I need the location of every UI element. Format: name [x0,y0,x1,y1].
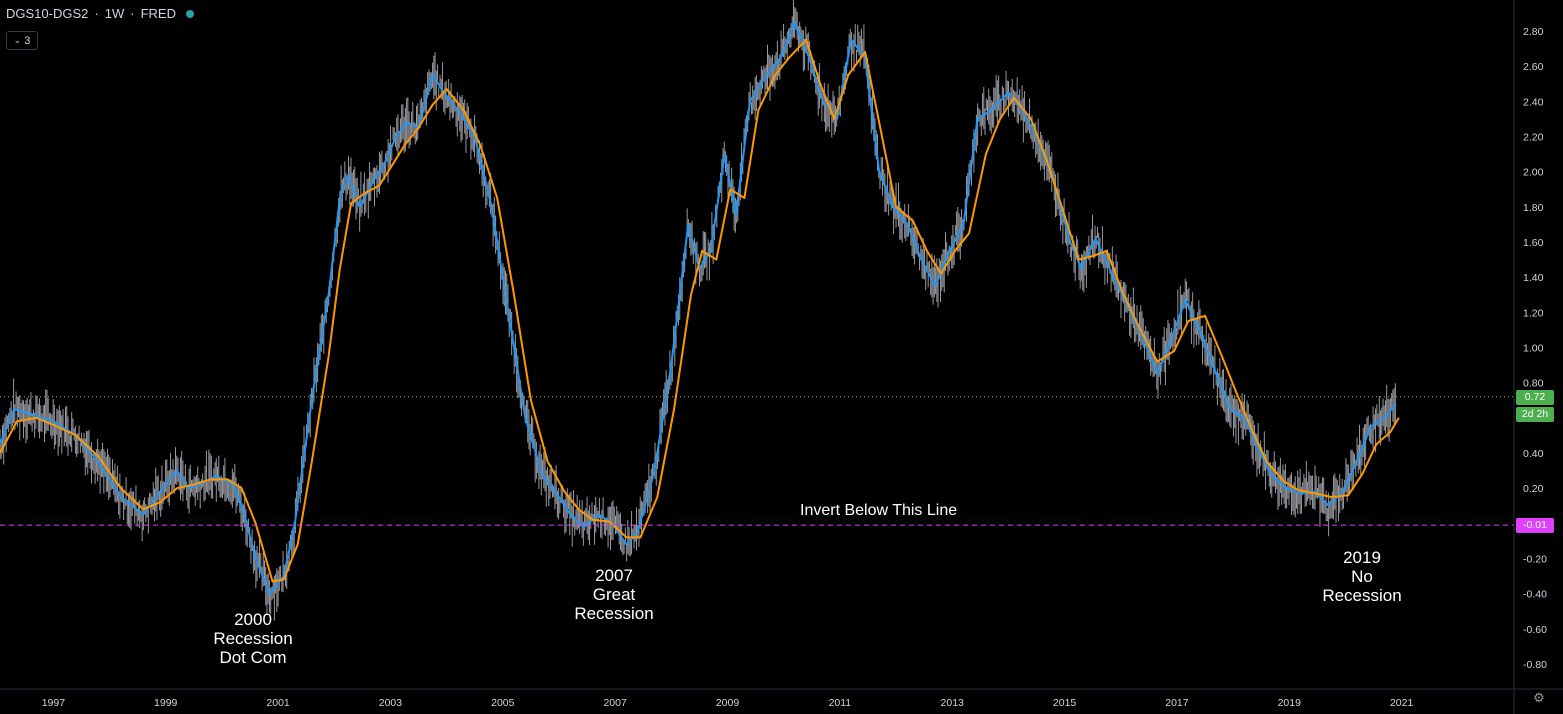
y-tick-label: 2.60 [1523,61,1544,73]
y-tick-label: 2.40 [1523,96,1544,108]
market-status-icon [185,9,194,18]
x-tick-label: 2005 [491,697,515,709]
y-tick-label: 1.20 [1523,307,1544,319]
source-label: FRED [140,6,176,21]
slow-ma-line [0,38,1400,583]
annotation-line: Dot Com [219,648,287,667]
annotation-line: 2007 [595,566,633,585]
y-tick-label: 1.00 [1523,343,1544,355]
x-tick-label: 1999 [154,697,178,709]
x-tick-label: 2003 [379,697,403,709]
invert-line-label: Invert Below This Line [800,502,958,519]
gear-icon[interactable]: ⚙ [1533,690,1545,705]
annotation-line: Recession [213,629,293,648]
annotation-line: Recession [574,604,654,623]
y-axis[interactable]: 2.80 2.60 2.40 2.20 2.00 1.80 1.60 1.40 1.20 1.00… [1523,26,1547,671]
indicator-count: 3 [24,34,31,47]
y-tick-label: 0.40 [1523,448,1544,460]
x-tick-label: 1997 [42,697,66,709]
countdown-tag: 2d 2h [1516,407,1554,422]
x-tick-label: 2021 [1390,697,1414,709]
symbol-name[interactable]: DGS10-DGS2 [6,6,89,21]
y-tick-label: 2.80 [1523,26,1544,38]
annotation-line: 2000 [234,610,272,629]
y-tick-label: -0.60 [1523,624,1547,636]
last-value-tag: 0.72 [1516,390,1554,405]
y-tick-label: 2.00 [1523,167,1544,179]
y-tick-label: 2.20 [1523,132,1544,144]
annotation-line: Recession [1322,586,1402,605]
y-tick-label: 0.80 [1523,378,1544,390]
x-tick-label: 2009 [716,697,740,709]
x-tick-label: 2019 [1278,697,1302,709]
annotation-line: No [1351,567,1373,586]
separator-dot: · [94,6,99,21]
x-axis[interactable]: 1997 1999 2001 2003 2005 2007 2009 2011 2013 2015… [42,697,1414,709]
x-tick-label: 2015 [1053,697,1077,709]
chevron-down-icon: ⌄ [13,35,22,45]
fast-ma-line [0,21,1397,595]
annotation-2007: 2007 Great Recession [566,566,662,623]
annotation-line: 2019 [1343,548,1381,567]
invert-value-tag: -0.01 [1516,518,1554,533]
indicators-toggle-button[interactable]: ⌄ 3 [6,31,38,50]
interval-label[interactable]: 1W [104,6,125,21]
x-tick-label: 2007 [603,697,627,709]
y-tick-label: 1.40 [1523,272,1544,284]
reference-lines [0,396,1514,526]
x-tick-label: 2013 [941,697,965,709]
chart-header[interactable]: DGS10-DGS2 · 1W · FRED [6,6,194,21]
annotation-line: Great [592,585,636,604]
x-tick-label: 2017 [1165,697,1189,709]
x-tick-label: 2011 [829,697,852,709]
y-tick-label: 0.20 [1523,483,1544,495]
annotation-2019: 2019 No Recession [1314,548,1410,605]
separator-dot: · [130,6,135,21]
annotation-2000: 2000 Recession Dot Com [205,610,301,667]
y-tick-label: 1.80 [1523,202,1544,214]
series-lines [0,21,1400,595]
y-tick-label: -0.40 [1523,589,1547,601]
x-tick-label: 2001 [266,697,290,709]
y-tick-label: -0.80 [1523,659,1547,671]
y-tick-label: 1.60 [1523,237,1544,249]
y-tick-label: -0.20 [1523,554,1547,566]
